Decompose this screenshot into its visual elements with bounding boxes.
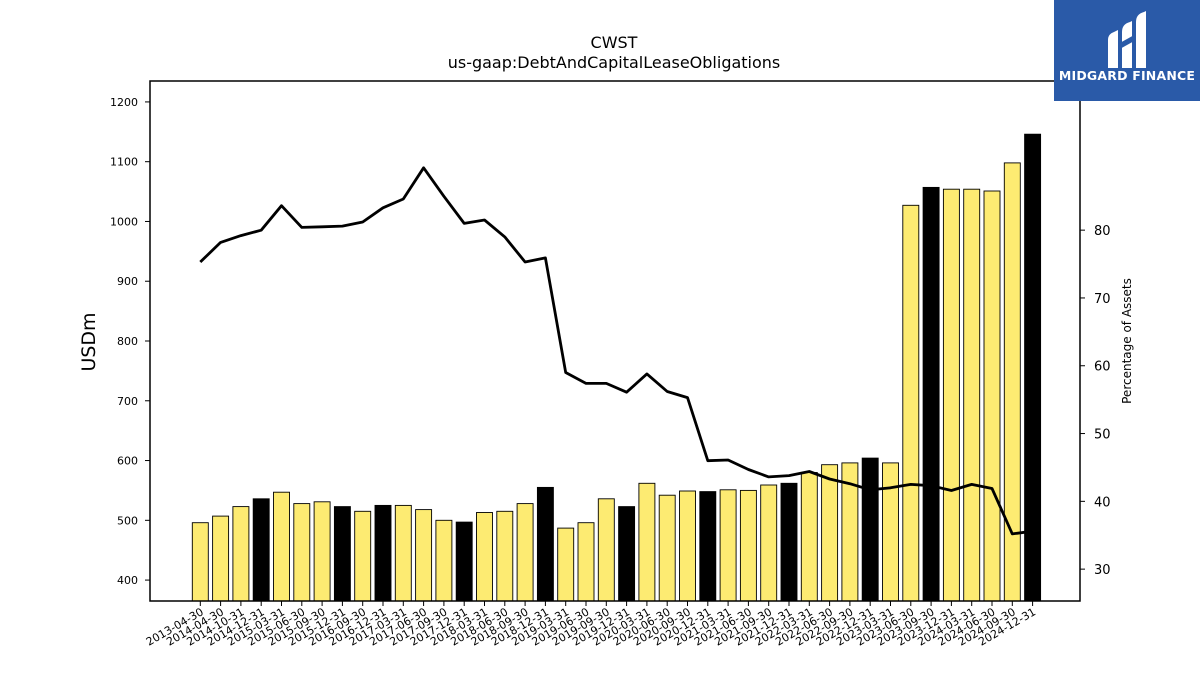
bar-2018-09-30: [516, 503, 534, 602]
bar-2019-09-30: [597, 498, 615, 602]
bar-2021-09-30: [760, 484, 778, 602]
bar-2019-03-31: [557, 527, 575, 602]
bar-2017-06-30: [415, 509, 433, 602]
brand-logo: MIDGARD FINANCE: [1054, 0, 1200, 101]
y2-axis-label: Percentage of Assets: [1120, 278, 1134, 404]
bar-2023-06-30: [902, 204, 920, 602]
bar-2017-03-31: [394, 504, 412, 602]
bar-2020-03-31: [638, 482, 656, 602]
y-tick-label: 700: [117, 395, 138, 408]
bar-2023-12-31: [942, 188, 960, 602]
bar-2018-06-30: [496, 510, 514, 602]
bar-2016-12-31: [374, 504, 392, 602]
bar-2020-12-31: [699, 491, 717, 602]
y2-tick-label: 40: [1094, 495, 1111, 510]
y2-tick-label: 60: [1094, 360, 1111, 375]
bar-2019-12-31: [618, 506, 636, 602]
bar-2020-09-30: [679, 490, 696, 602]
bar-series: [191, 133, 1042, 602]
y2-tick-label: 70: [1094, 292, 1111, 307]
bar-2014-10-31: [232, 506, 250, 602]
bar-2018-12-31: [536, 486, 554, 602]
bar-2024-03-31: [963, 188, 981, 602]
bar-2014-12-31: [252, 498, 270, 602]
y-axis-label: USDm: [78, 312, 100, 371]
chart-subtitle: us-gaap:DebtAndCapitalLeaseObligations: [448, 53, 781, 72]
bar-2018-03-31: [476, 512, 493, 602]
y-tick-label: 500: [117, 514, 138, 527]
bar-2020-06-30: [658, 494, 676, 602]
y-tick-label: 1200: [110, 96, 138, 109]
bar-2023-09-30: [922, 186, 940, 602]
y-tick-label: 900: [117, 275, 138, 288]
bar-2016-09-30: [354, 510, 372, 602]
y-tick-label: 400: [117, 574, 138, 587]
bar-2024-06-30: [983, 190, 1001, 602]
bar-2022-06-30: [821, 464, 839, 602]
bar-2017-12-31: [455, 521, 473, 602]
bar-2022-03-31: [800, 472, 818, 602]
x-axis-ticks: 2013-04-302014-04-302014-10-312014-12-31…: [144, 601, 1038, 649]
left-axis-ticks: 400 500 600 700 800 900 1000 1100 1200: [110, 96, 150, 587]
y2-tick-label: 80: [1094, 224, 1111, 239]
bar-2015-09-30: [313, 501, 331, 602]
y-tick-label: 800: [117, 335, 138, 348]
bar-2019-06-30: [577, 522, 595, 602]
y-tick-label: 1100: [110, 156, 138, 169]
right-axis-ticks: 30 40 50 60 70 80: [1080, 224, 1111, 578]
bar-2017-09-30: [435, 519, 453, 602]
y2-tick-label: 30: [1094, 563, 1111, 578]
y-tick-label: 600: [117, 455, 138, 468]
bar-2015-03-31: [273, 491, 290, 602]
midgard-logo-icon: [1108, 11, 1146, 68]
bar-2021-03-31: [719, 489, 737, 602]
logo-text: MIDGARD FINANCE: [1058, 68, 1196, 83]
bar-2013-04-30: [191, 522, 209, 602]
bar-2015-06-30: [293, 503, 311, 602]
bar-2023-03-31: [882, 462, 899, 602]
y-tick-label: 1000: [110, 215, 138, 228]
chart-title: CWST: [591, 33, 638, 52]
bar-2015-12-31: [333, 506, 351, 602]
y2-tick-label: 50: [1094, 428, 1111, 443]
bar-2022-12-31: [861, 457, 879, 602]
bar-2021-06-30: [739, 489, 757, 602]
percentage-line: [199, 166, 1033, 536]
bar-2014-04-30: [212, 515, 230, 602]
bar-2021-12-31: [780, 482, 798, 602]
